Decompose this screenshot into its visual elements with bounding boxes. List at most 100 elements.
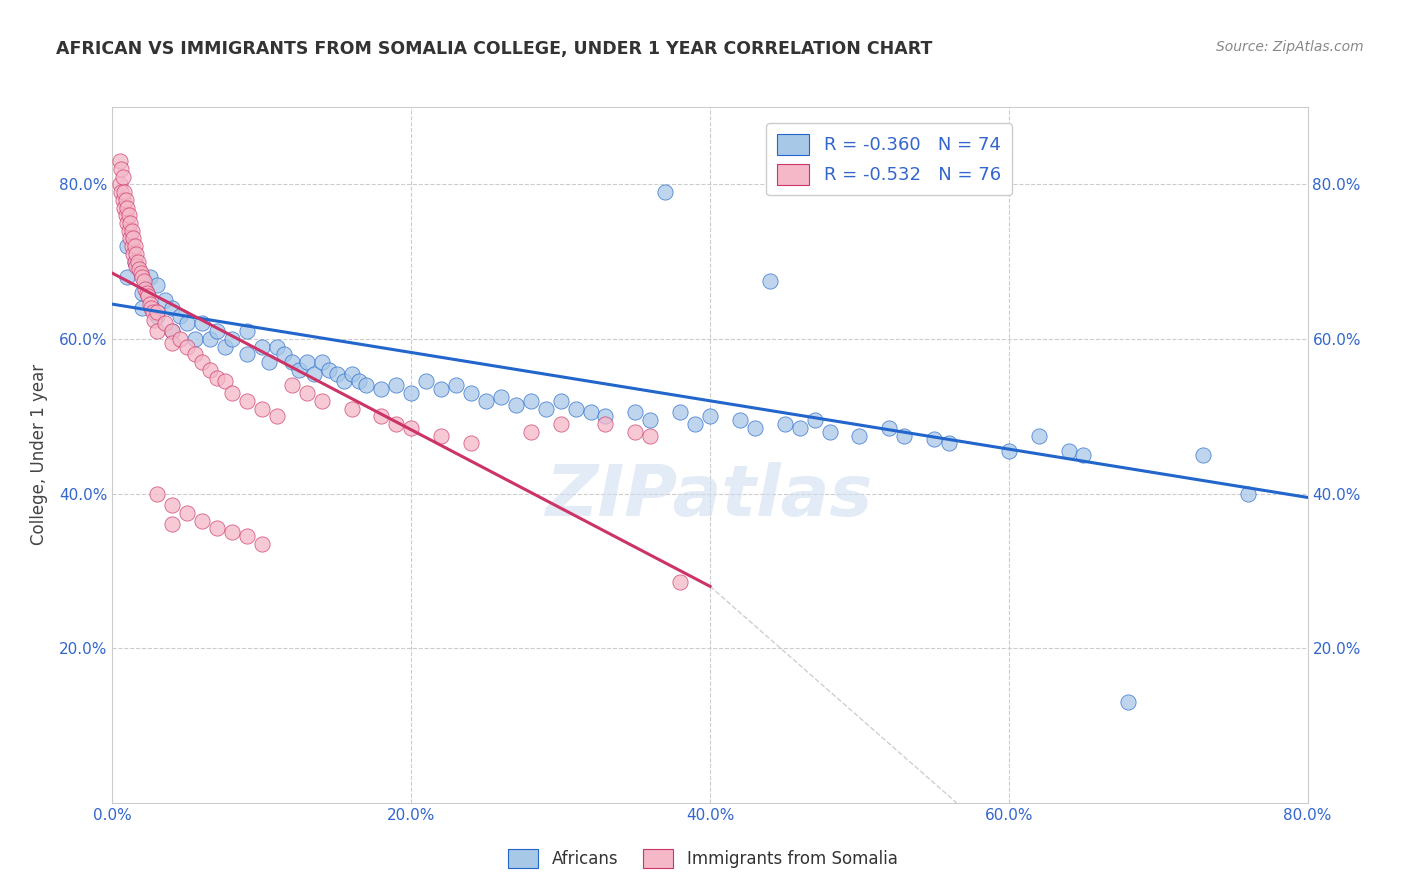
Point [135, 285, 157, 300]
Point [114, 201, 135, 215]
Point [385, 378, 408, 392]
Point [347, 375, 370, 389]
Point [205, 521, 228, 535]
Point [281, 378, 304, 392]
Point [356, 378, 378, 392]
Point [120, 231, 142, 245]
Point [848, 428, 870, 442]
Point [169, 332, 191, 346]
Point [273, 347, 295, 361]
Point [489, 390, 512, 404]
Point [176, 340, 198, 354]
Point [124, 254, 146, 268]
Point [669, 575, 692, 590]
Point [169, 309, 191, 323]
Point [789, 421, 811, 435]
Point [117, 270, 139, 285]
Point [302, 367, 325, 381]
Point [132, 274, 155, 288]
Point [153, 293, 176, 308]
Point [124, 254, 146, 268]
Point [143, 312, 166, 326]
Point [1028, 428, 1050, 442]
Point [129, 266, 152, 280]
Point [146, 309, 169, 323]
Point [162, 324, 183, 338]
Point [370, 382, 392, 396]
Point [281, 355, 304, 369]
Point [938, 436, 960, 450]
Point [699, 409, 721, 424]
Point [333, 375, 356, 389]
Point [318, 363, 340, 377]
Point [139, 270, 162, 285]
Point [595, 409, 617, 424]
Point [214, 340, 236, 354]
Point [311, 393, 333, 408]
Point [893, 428, 915, 442]
Text: AFRICAN VS IMMIGRANTS FROM SOMALIA COLLEGE, UNDER 1 YEAR CORRELATION CHART: AFRICAN VS IMMIGRANTS FROM SOMALIA COLLE… [56, 40, 932, 58]
Point [595, 417, 617, 431]
Point [139, 297, 162, 311]
Point [288, 363, 311, 377]
Point [146, 324, 169, 338]
Point [121, 239, 143, 253]
Point [120, 216, 142, 230]
Point [117, 239, 139, 253]
Point [236, 529, 259, 543]
Point [744, 421, 766, 435]
Point [191, 514, 214, 528]
Point [127, 254, 149, 268]
Point [162, 517, 183, 532]
Point [683, 417, 706, 431]
Point [1073, 448, 1095, 462]
Point [176, 506, 198, 520]
Point [198, 363, 221, 377]
Point [460, 436, 482, 450]
Point [124, 239, 146, 253]
Point [624, 425, 647, 439]
Point [162, 324, 183, 338]
Point [128, 262, 150, 277]
Point [236, 393, 259, 408]
Point [236, 324, 259, 338]
Point [221, 525, 243, 540]
Point [564, 401, 586, 416]
Text: Source: ZipAtlas.com: Source: ZipAtlas.com [1216, 40, 1364, 54]
Point [250, 537, 273, 551]
Point [340, 401, 363, 416]
Point [401, 386, 423, 401]
Point [624, 405, 647, 419]
Point [205, 324, 228, 338]
Point [266, 409, 288, 424]
Point [638, 428, 662, 442]
Point [131, 301, 153, 315]
Point [131, 270, 153, 285]
Point [534, 401, 557, 416]
Text: ZIPatlas: ZIPatlas [547, 462, 873, 531]
Point [311, 355, 333, 369]
Point [153, 317, 176, 331]
Point [295, 386, 318, 401]
Point [122, 247, 145, 261]
Point [1192, 448, 1215, 462]
Point [505, 398, 527, 412]
Point [728, 413, 751, 427]
Point [110, 161, 132, 176]
Point [108, 178, 131, 192]
Point [520, 425, 543, 439]
Point [198, 332, 221, 346]
Point [550, 417, 572, 431]
Legend: Africans, Immigrants from Somalia: Africans, Immigrants from Somalia [502, 842, 904, 875]
Point [205, 370, 228, 384]
Point [131, 285, 153, 300]
Point [138, 289, 160, 303]
Point [759, 274, 782, 288]
Point [141, 301, 163, 315]
Point [118, 208, 141, 222]
Point [295, 355, 318, 369]
Point [134, 282, 156, 296]
Point [550, 393, 572, 408]
Point [146, 305, 169, 319]
Point [176, 317, 198, 331]
